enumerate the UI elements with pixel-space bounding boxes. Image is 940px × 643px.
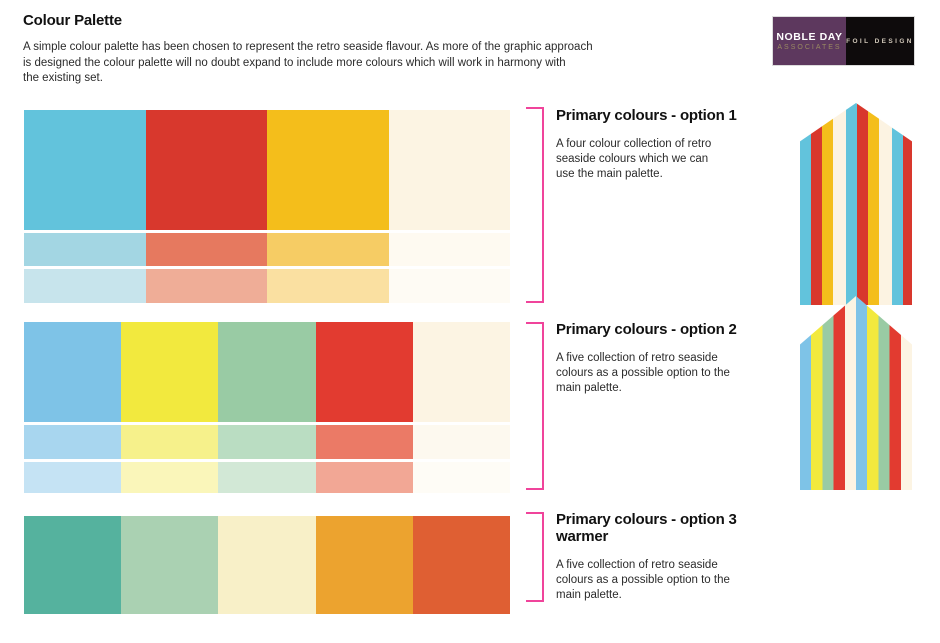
section-3-heading: Primary colours - option 3 warmer bbox=[556, 511, 737, 545]
section-1-heading: Primary colours - option 1 bbox=[556, 107, 737, 124]
colour-swatch bbox=[412, 516, 511, 614]
logo-left-panel: NOBLE DAY ASSOCIATES bbox=[773, 17, 846, 65]
colour-swatch bbox=[121, 462, 219, 493]
colour-swatch bbox=[315, 322, 413, 422]
colour-swatch bbox=[412, 425, 511, 459]
section-option-1: Primary colours - option 1 A four colour… bbox=[556, 107, 756, 182]
intro-paragraph: A simple colour palette has been chosen … bbox=[23, 41, 593, 84]
palette-row bbox=[24, 462, 511, 493]
colour-swatch bbox=[121, 516, 219, 614]
colour-swatch bbox=[388, 233, 510, 266]
colour-swatch bbox=[218, 425, 316, 459]
logo-noble-day-text: NOBLE DAY bbox=[776, 30, 843, 43]
colour-swatch bbox=[315, 425, 413, 459]
section-3-body: A five collection of retro seaside colou… bbox=[556, 559, 730, 601]
palette-row bbox=[24, 516, 511, 614]
colour-swatch bbox=[24, 269, 146, 303]
section-1-body: A four colour collection of retro seasid… bbox=[556, 138, 712, 180]
palette-option-1 bbox=[24, 110, 510, 303]
striped-arrow-option-1 bbox=[800, 103, 912, 305]
palette-row bbox=[24, 110, 510, 230]
colour-swatch bbox=[388, 269, 510, 303]
colour-swatch bbox=[412, 462, 511, 493]
bracket-option-1 bbox=[526, 107, 544, 303]
colour-swatch bbox=[121, 322, 219, 422]
colour-swatch bbox=[24, 516, 122, 614]
palette-option-3 bbox=[24, 516, 511, 614]
colour-swatch bbox=[218, 516, 316, 614]
bracket-option-2 bbox=[526, 322, 544, 490]
palette-row bbox=[24, 233, 510, 266]
colour-swatch bbox=[24, 425, 122, 459]
colour-swatch bbox=[145, 110, 267, 230]
colour-swatch bbox=[24, 233, 146, 266]
colour-swatch bbox=[315, 516, 413, 614]
section-option-2: Primary colours - option 2 A five collec… bbox=[556, 321, 756, 396]
colour-swatch bbox=[24, 110, 146, 230]
colour-swatch bbox=[315, 462, 413, 493]
section-option-3: Primary colours - option 3 warmer A five… bbox=[556, 511, 756, 603]
colour-swatch bbox=[145, 269, 267, 303]
section-2-body: A five collection of retro seaside colou… bbox=[556, 352, 730, 394]
noble-day-logo: NOBLE DAY ASSOCIATES FOIL DESIGN bbox=[772, 16, 915, 66]
page-title: Colour Palette bbox=[23, 12, 122, 29]
palette-row bbox=[24, 269, 510, 303]
colour-swatch bbox=[388, 110, 510, 230]
palette-row bbox=[24, 322, 511, 422]
bracket-option-3 bbox=[526, 512, 544, 602]
logo-foil-design-text: FOIL DESIGN bbox=[846, 37, 914, 45]
colour-swatch bbox=[24, 462, 122, 493]
colour-swatch bbox=[121, 425, 219, 459]
striped-arrow-option-2 bbox=[800, 296, 912, 490]
colour-swatch bbox=[218, 462, 316, 493]
logo-associates-text: ASSOCIATES bbox=[777, 43, 842, 51]
section-2-heading: Primary colours - option 2 bbox=[556, 321, 737, 338]
logo-right-panel: FOIL DESIGN bbox=[846, 17, 914, 65]
colour-swatch bbox=[267, 233, 389, 266]
palette-option-2 bbox=[24, 322, 511, 493]
colour-swatch bbox=[267, 110, 389, 230]
colour-swatch bbox=[24, 322, 122, 422]
colour-swatch bbox=[145, 233, 267, 266]
colour-swatch bbox=[218, 322, 316, 422]
colour-swatch bbox=[267, 269, 389, 303]
colour-swatch bbox=[412, 322, 511, 422]
palette-row bbox=[24, 425, 511, 459]
